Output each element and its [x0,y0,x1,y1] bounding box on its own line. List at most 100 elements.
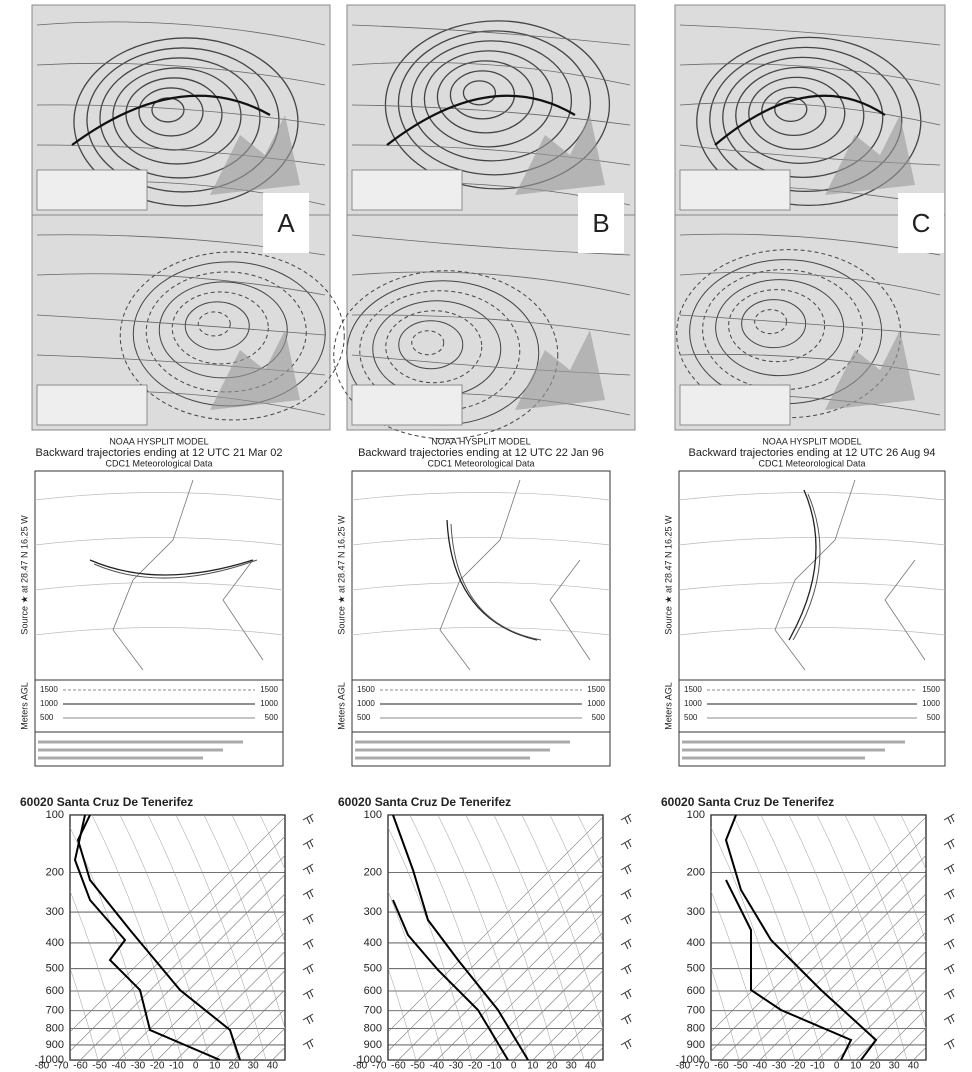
height-level-label: 1000 [40,699,58,708]
temperature-tick-label: -30 [131,1061,146,1072]
map-caption-box [679,169,791,211]
terrain [515,115,605,195]
height-axis-label: Meters AGL [19,682,29,730]
temperature-tick-label: 10 [527,1061,539,1072]
isobar [36,104,326,126]
graticule [351,537,611,546]
isobar [696,36,922,207]
pressure-tick-label: 900 [687,1039,705,1051]
adiabat [70,966,99,1060]
terrain [210,330,300,410]
temperature-tick-label: 0 [834,1061,840,1072]
graticule [678,537,946,546]
height-level-label: 500 [357,713,371,722]
graticule [34,582,284,591]
adiabat [91,815,183,1060]
wind-barb [943,1038,955,1050]
isobar [702,269,864,391]
height-level-label: 1000 [587,699,605,708]
pressure-tick-label: 900 [46,1039,64,1051]
panel-label-box [898,193,944,253]
pressure-tick-label: 400 [46,937,64,949]
height-axis-label: Meters AGL [336,682,346,730]
isobar [184,301,250,351]
isobar [36,21,326,46]
pressure-tick-label: 100 [687,809,705,821]
isotherm-grid-line [233,1008,285,1060]
temperature-tick-label: -80 [353,1061,368,1072]
temperature-tick-label: -10 [169,1061,184,1072]
isobar [436,60,535,134]
isobar [351,271,631,296]
height-level-label: 1500 [587,685,605,694]
isobar [36,314,326,336]
isotherm-grid-line [494,950,603,1060]
adiabat [788,815,880,1060]
isotherm-grid-line [70,816,285,1033]
graticule [678,627,946,636]
graticule [351,582,611,591]
temperature-tick-label: -40 [112,1061,127,1072]
adiabat [872,815,926,943]
trajectory-title: NOAA HYSPLIT MODEL [762,436,861,446]
wind-barb [302,888,314,900]
temperature-tick-label: -10 [810,1061,825,1072]
terrain [515,330,605,410]
isobar [397,30,592,176]
sounding-title: 60020 Santa Cruz De Tenerifez [20,795,193,809]
panel-label-box [263,193,309,253]
isobar [171,291,269,365]
panel-label: B [592,208,609,238]
wind-barb [302,938,314,950]
height-level-label: 500 [40,713,54,722]
trajectory-frame [34,470,284,767]
adiabat [70,890,127,1060]
wind-barb [620,888,632,900]
pressure-tick-label: 700 [46,1005,64,1017]
isotherm-grid-line [513,970,603,1060]
trajectory-title: NOAA HYSPLIT MODEL [109,436,208,446]
source-label: Source ★ at 28.47 N 16.25 W [663,515,673,635]
pressure-tick-label: 600 [687,985,705,997]
pressure-tick-label: 200 [46,867,64,879]
temperature-tick-label: -20 [468,1061,483,1072]
temperature-tick-label: 10 [850,1061,862,1072]
isobar [449,70,516,120]
temperature-tick-label: -70 [372,1061,387,1072]
temperature-tick-label: -20 [791,1061,806,1072]
sounding-frame [387,814,604,1061]
wind-barb [302,1013,314,1025]
panel-label: A [277,208,295,238]
temperature-tick-label: 20 [228,1061,240,1072]
temperature-tick-label: -30 [772,1061,787,1072]
trajectory-subtitle: Backward trajectories ending at 12 UTC 2… [688,447,935,459]
temperature-tick-label: -50 [733,1061,748,1072]
isobar [679,271,941,296]
temperature-tick-label: 40 [908,1061,920,1072]
sounding-grid [70,815,285,1060]
map-caption-box [679,384,791,426]
temperature-tick-label: -50 [410,1061,425,1072]
trajectory-data-source: CDC1 Meteorological Data [105,458,212,468]
temperature-tick-label: -60 [391,1061,406,1072]
isobar [715,279,845,377]
terrain [825,330,915,410]
wind-barb [302,863,314,875]
wind-barb [943,888,955,900]
height-level-label: 1500 [40,685,58,694]
pressure-tick-label: 500 [46,963,64,975]
wind-barb [302,913,314,925]
isotherm-grid-line [214,989,285,1060]
sounding-profile [724,815,878,1060]
sounding-profile [392,899,509,1060]
wind-barb [943,838,955,850]
isobar [119,251,345,421]
isobar [86,47,280,193]
temperature-tick-label: 40 [585,1061,597,1072]
temperature-tick-label: -50 [92,1061,107,1072]
trajectory-frame [678,470,946,767]
isotherm-grid-line [388,816,603,1033]
wind-barb [943,1013,955,1025]
